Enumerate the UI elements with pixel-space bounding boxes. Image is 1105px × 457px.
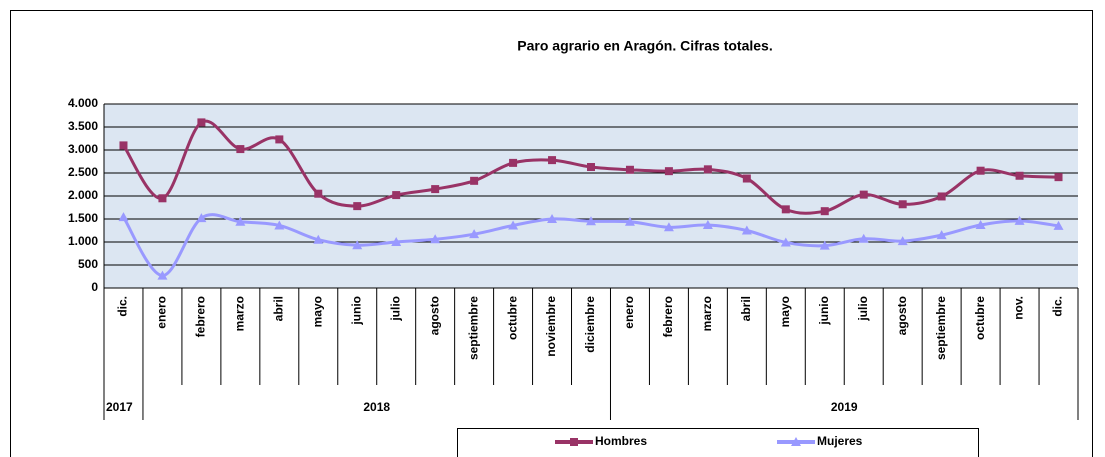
x-tick-label: junio	[817, 296, 831, 326]
marker	[509, 158, 518, 167]
marker	[819, 240, 830, 250]
marker	[587, 163, 595, 172]
x-tick-label: dic.	[116, 296, 130, 317]
legend-label: Mujeres	[817, 434, 863, 448]
x-tick-label: dic.	[1051, 296, 1065, 317]
x-tick-label: febrero	[194, 296, 208, 337]
marker	[937, 192, 946, 201]
x-tick-label: octubre	[505, 296, 519, 340]
marker	[781, 205, 790, 214]
marker	[547, 214, 558, 223]
x-tick-label: diciembre	[583, 296, 597, 353]
y-tick-label: 3.000	[68, 142, 98, 156]
x-tick-label: mayo	[778, 296, 792, 327]
marker	[391, 237, 402, 246]
x-tick-label: marzo	[700, 296, 714, 331]
x-tick-label: junio	[349, 296, 363, 326]
x-tick-label: julio	[856, 296, 870, 322]
marker	[508, 220, 519, 230]
marker	[625, 165, 634, 174]
marker	[118, 212, 129, 222]
marker	[1053, 220, 1064, 230]
marker	[236, 145, 245, 154]
y-tick-label: 2.500	[68, 165, 98, 179]
marker	[702, 219, 713, 229]
marker	[586, 216, 596, 226]
chart-title: Paro agrario en Aragón. Cifras totales.	[517, 38, 772, 54]
marker	[157, 270, 168, 280]
group-label: 2018	[363, 400, 390, 414]
legend-marker	[791, 437, 801, 446]
marker	[431, 185, 440, 194]
y-tick-label: 1.000	[68, 234, 98, 248]
marker	[470, 176, 479, 185]
marker	[742, 174, 751, 183]
x-tick-label: abril	[739, 296, 753, 321]
x-tick-label: mayo	[310, 296, 324, 327]
marker	[859, 190, 868, 199]
marker	[780, 237, 791, 247]
legend-marker	[570, 438, 578, 446]
marker	[976, 166, 985, 175]
marker	[624, 216, 635, 226]
y-tick-label: 4.000	[68, 96, 98, 110]
y-tick-label: 500	[78, 257, 98, 271]
legend-box	[457, 428, 979, 457]
marker	[352, 240, 363, 250]
marker	[158, 194, 167, 203]
x-tick-label: enero	[622, 296, 636, 329]
marker	[235, 216, 246, 226]
marker	[741, 225, 752, 235]
x-tick-label: agosto	[895, 296, 909, 335]
group-label: 2019	[831, 400, 858, 414]
marker	[392, 191, 401, 200]
marker	[664, 167, 673, 176]
marker	[353, 202, 362, 211]
marker	[119, 141, 128, 150]
x-tick-label: julio	[388, 296, 402, 322]
marker	[703, 165, 712, 174]
marker	[1015, 171, 1024, 180]
group-label: 2017	[106, 400, 133, 414]
marker	[196, 213, 207, 223]
marker	[197, 118, 206, 127]
marker	[313, 234, 324, 244]
marker	[897, 236, 908, 246]
marker	[975, 219, 986, 229]
marker	[936, 230, 947, 240]
marker	[275, 135, 284, 144]
x-tick-label: septiembre	[466, 296, 480, 360]
marker	[274, 220, 285, 230]
marker	[663, 222, 674, 232]
x-tick-label: marzo	[233, 296, 247, 331]
x-tick-label: febrero	[661, 296, 675, 337]
x-tick-label: agosto	[427, 296, 441, 335]
x-tick-label: noviembre	[544, 296, 558, 357]
marker	[898, 200, 907, 209]
y-tick-label: 1.500	[68, 211, 98, 225]
y-tick-label: 3.500	[68, 119, 98, 133]
x-tick-label: septiembre	[934, 296, 948, 360]
marker	[858, 233, 869, 243]
y-tick-label: 2.000	[68, 188, 98, 202]
marker	[469, 229, 480, 239]
x-tick-label: nov.	[1012, 296, 1026, 320]
marker	[1054, 173, 1063, 182]
marker	[314, 189, 323, 198]
x-tick-label: octubre	[973, 296, 987, 340]
marker	[430, 234, 441, 244]
marker	[548, 156, 557, 165]
x-tick-label: abril	[271, 296, 285, 321]
x-tick-label: enero	[155, 296, 169, 329]
marker	[1014, 215, 1025, 225]
legend-label: Hombres	[595, 434, 647, 448]
marker	[820, 207, 829, 216]
y-tick-label: 0	[91, 280, 98, 294]
